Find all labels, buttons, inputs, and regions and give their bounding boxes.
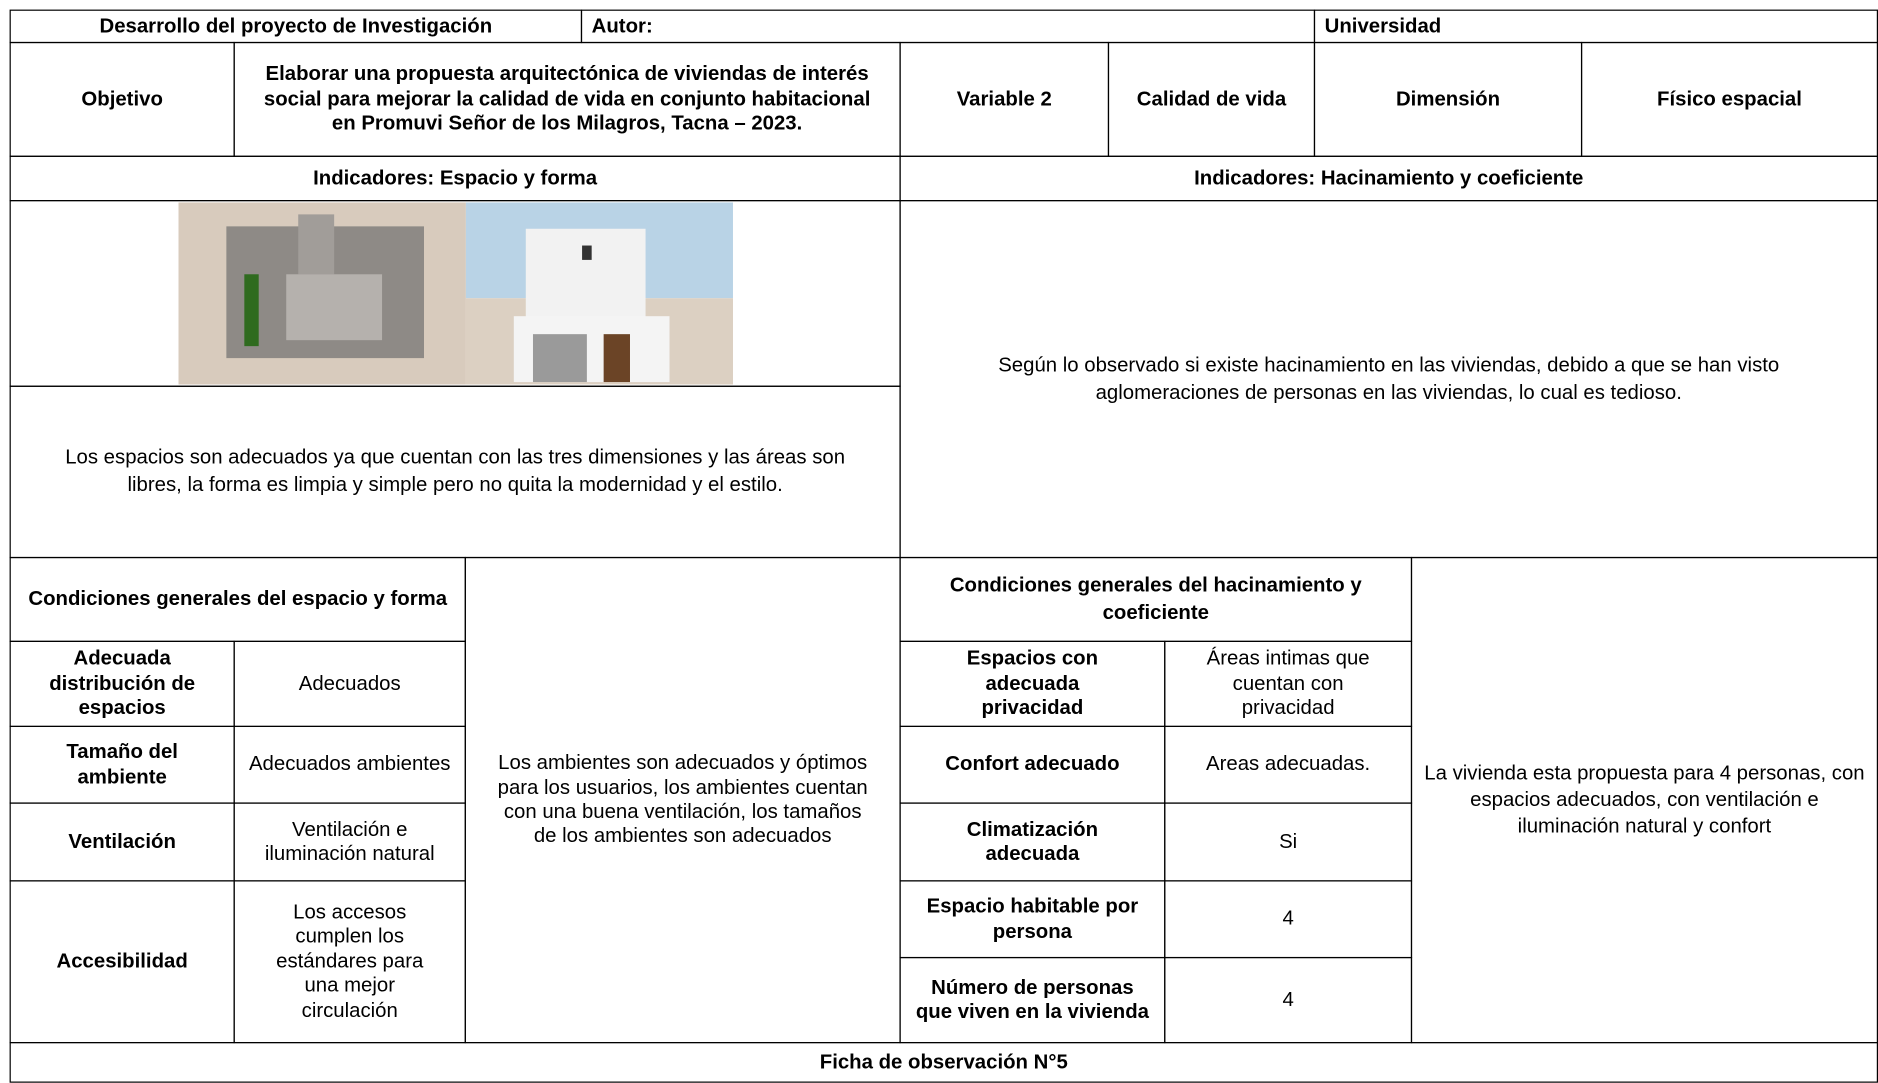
condition-value: Adecuados ambientes [233,725,466,804]
condition-value: Áreas intimas que cuentan con privacidad [1164,640,1413,728]
right-summary: La vivienda esta propuesta para 4 person… [1410,556,1878,1044]
left-summary: Los ambientes son adecuados y óptimos pa… [464,556,901,1044]
condition-name: Accesibilidad [9,880,235,1044]
right-conditions-title: Condiciones generales del hacinamiento y… [899,556,1413,642]
objective-text: Elaborar una propuesta arquitectónica de… [233,41,901,157]
condition-value: 4 [1164,880,1413,959]
image-cell [9,200,901,387]
renders [178,202,733,385]
left-description: Los espacios son adecuados ya que cuenta… [9,385,901,559]
dimension: Físico espacial [1580,41,1878,157]
condition-name: Espacio habitable por persona [899,880,1166,959]
condition-name: Ventilación [9,802,235,882]
university-label: Universidad [1313,9,1878,44]
condition-value: Ventilación e iluminación natural [233,802,466,882]
condition-name: Climatización adecuada [899,802,1166,882]
condition-name: Número de personas que viven en la vivie… [899,956,1166,1044]
author-label: Autor: [580,9,1316,44]
condition-name: Espacios con adecuada privacidad [899,640,1166,728]
condition-value: 4 [1164,956,1413,1044]
condition-value: Areas adecuadas. [1164,725,1413,804]
condition-value: Si [1164,802,1413,882]
left-conditions-title: Condiciones generales del espacio y form… [9,556,466,642]
left-indicator: Indicadores: Espacio y forma [9,155,901,202]
right-indicator: Indicadores: Hacinamiento y coeficiente [899,155,1878,202]
condition-name: Tamaño del ambiente [9,725,235,804]
condition-value: Los accesos cumplen los estándares para … [233,880,466,1044]
dimension-label: Dimensión [1313,41,1583,157]
objective-label: Objetivo [9,41,235,157]
right-description: Según lo observado si existe hacinamient… [899,200,1878,559]
footer: Ficha de observación N°5 [9,1041,1878,1083]
condition-value: Adecuados [233,640,466,728]
condition-name: Adecuada distribución de espacios [9,640,235,728]
condition-name: Confort adecuado [899,725,1166,804]
project-title: Desarrollo del proyecto de Investigación [9,9,583,44]
variable-label: Variable 2 [899,41,1110,157]
variable: Calidad de vida [1107,41,1316,157]
